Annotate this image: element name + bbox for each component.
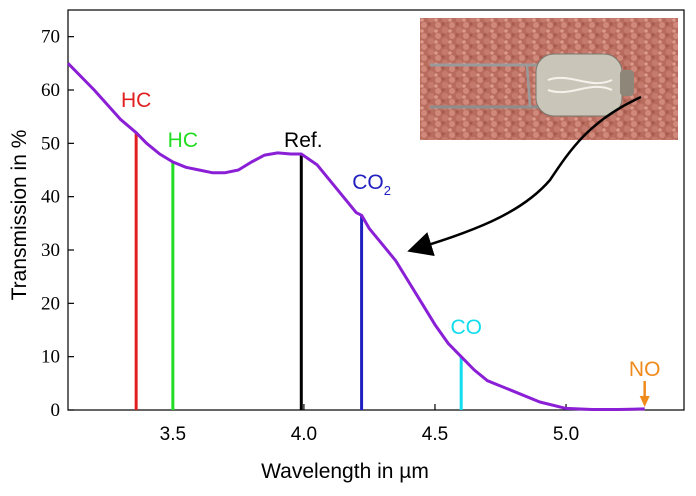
annotation-label: NO [629,358,661,381]
marker-label: Ref. [284,129,323,152]
annotation-arrow-head [639,396,650,407]
y-tick-label: 0 [51,400,61,421]
y-tick-label: 50 [41,133,60,154]
y-axis: 0 10 20 30 40 50 60 70 [41,27,74,421]
x-tick-label: 4.0 [291,424,317,445]
x-axis: 3.5 4.0 4.5 5.0 [160,404,579,445]
marker-label: HC [168,129,198,152]
transmission-curve [66,62,645,411]
y-tick-label: 10 [41,347,60,368]
y-tick-label: 30 [41,240,60,261]
y-tick-label: 40 [41,187,60,208]
x-tick-label: 5.0 [553,424,579,445]
x-axis-label: Wavelength in µm [261,460,429,483]
marker-lines [134,132,463,410]
marker-label: CO [450,316,482,339]
photo-arrow [407,95,642,257]
x-tick-label: 3.5 [160,424,186,445]
marker-label-subscript: 2 [384,183,391,198]
y-axis-label: Transmission in % [8,130,31,301]
y-tick-label: 20 [41,293,60,314]
sensor-photo [420,18,678,140]
y-tick-label: 70 [41,27,60,48]
y-tick-label: 60 [41,80,60,101]
marker-label: HC [121,89,151,112]
x-tick-label: 4.5 [422,424,448,445]
